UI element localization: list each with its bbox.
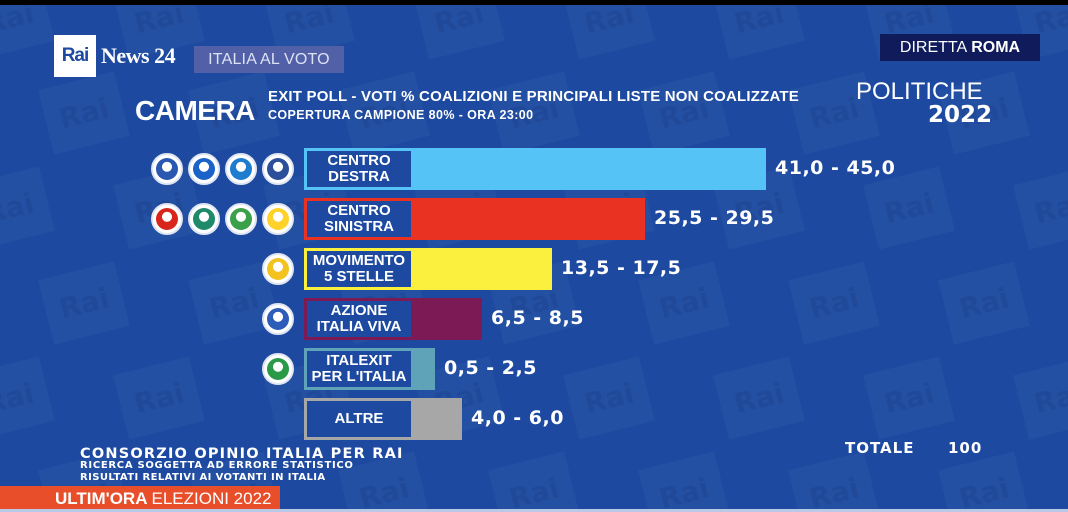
rai-watermark-icon: Rai [0,5,55,59]
ticker-bold: ULTIM'ORA [55,489,148,508]
chamber-title: CAMERA [135,95,255,126]
bar-label: CENTRO SINISTRA [304,198,414,240]
chart-row: MOVIMENTO 5 STELLE 13,5 - 17,5 [0,248,1068,290]
election-year: 2022 [928,102,993,128]
live-label: DIRETTA [899,38,968,56]
bar-value: 25,5 - 29,5 [654,207,775,229]
chart-row: AZIONE ITALIA VIVA 6,5 - 8,5 [0,298,1068,340]
chart-title: EXIT POLL - VOTI % COALIZIONI E PRINCIPA… [268,88,799,105]
bar-label: CENTRO DESTRA [304,148,414,190]
rai-logo-box: Rai [54,35,96,77]
chart-row: ITALEXIT PER L'ITALIA 0,5 - 2,5 [0,348,1068,390]
party-logos [151,153,294,185]
bar-value: 13,5 - 17,5 [561,257,682,279]
party-logo-icon [262,153,294,185]
chart-row: CENTRO DESTRA 41,0 - 45,0 [0,148,1068,190]
party-logo-icon [262,303,294,335]
bar-value: 0,5 - 2,5 [444,357,537,379]
live-city: ROMA [971,38,1021,56]
party-logo-icon [151,203,183,235]
party-logos [262,353,294,385]
disclaimer-error: RICERCA SOGGETTA AD ERRORE STATISTICO [80,460,354,471]
rainews24-logo: Rai News 24 [54,35,176,77]
rai-watermark-icon: Rai [938,452,1030,512]
election-name: POLITICHE [856,78,983,105]
bar-value: 6,5 - 8,5 [491,307,584,329]
poll-source: CONSORZIO OPINIO ITALIA PER RAI [80,446,404,462]
ticker-text: ELEZIONI 2022 [151,489,272,508]
party-logos [262,303,294,335]
rai-watermark-icon: Rai [638,452,730,512]
news24-wordmark: News 24 [101,43,176,68]
total-value: 100 [948,439,983,457]
broadcast-screen: Rai Rai Rai Rai Rai Rai Rai Rai Rai Rai Rai Rai Rai R… [0,5,1068,512]
party-logo-icon [262,253,294,285]
rai-watermark-icon: Rai [38,72,130,155]
bar-value: 41,0 - 45,0 [775,157,896,179]
total-label: TOTALE [845,439,915,457]
party-logos [262,253,294,285]
bar-value: 4,0 - 6,0 [471,407,564,429]
bar-label: AZIONE ITALIA VIVA [304,298,414,340]
rai-watermark-icon: Rai [638,72,730,155]
party-logo-icon [188,203,220,235]
rai-watermark-icon: Rai [713,5,805,59]
rai-watermark-icon: Rai [488,452,580,512]
rai-watermark-icon: Rai [413,5,505,59]
rai-watermark-icon: Rai [788,452,880,512]
party-logo-icon [225,203,257,235]
bar-label: ITALEXIT PER L'ITALIA [304,348,414,390]
chart-subtitle: COPERTURA CAMPIONE 80% - ORA 23:00 [268,108,534,122]
live-badge: DIRETTA ROMA [880,34,1040,61]
breaking-news-ticker: ULTIM'ORA ELEZIONI 2022 [0,486,280,512]
party-logo-icon [225,153,257,185]
party-logos [151,203,294,235]
section-tag: ITALIA AL VOTO [194,46,344,73]
party-logo-icon [262,353,294,385]
bar-label: MOVIMENTO 5 STELLE [304,248,414,290]
party-logo-icon [151,153,183,185]
rai-watermark-icon: Rai [563,5,655,59]
chart-row: ALTRE 4,0 - 6,0 [0,398,1068,440]
party-logo-icon [188,153,220,185]
disclaimer-voters: RISULTATI RELATIVI AI VOTANTI IN ITALIA [80,472,326,483]
chart-row: CENTRO SINISTRA 25,5 - 29,5 [0,198,1068,240]
bottom-edge [0,509,1068,512]
bar-label: ALTRE [304,398,414,440]
party-logo-icon [262,203,294,235]
